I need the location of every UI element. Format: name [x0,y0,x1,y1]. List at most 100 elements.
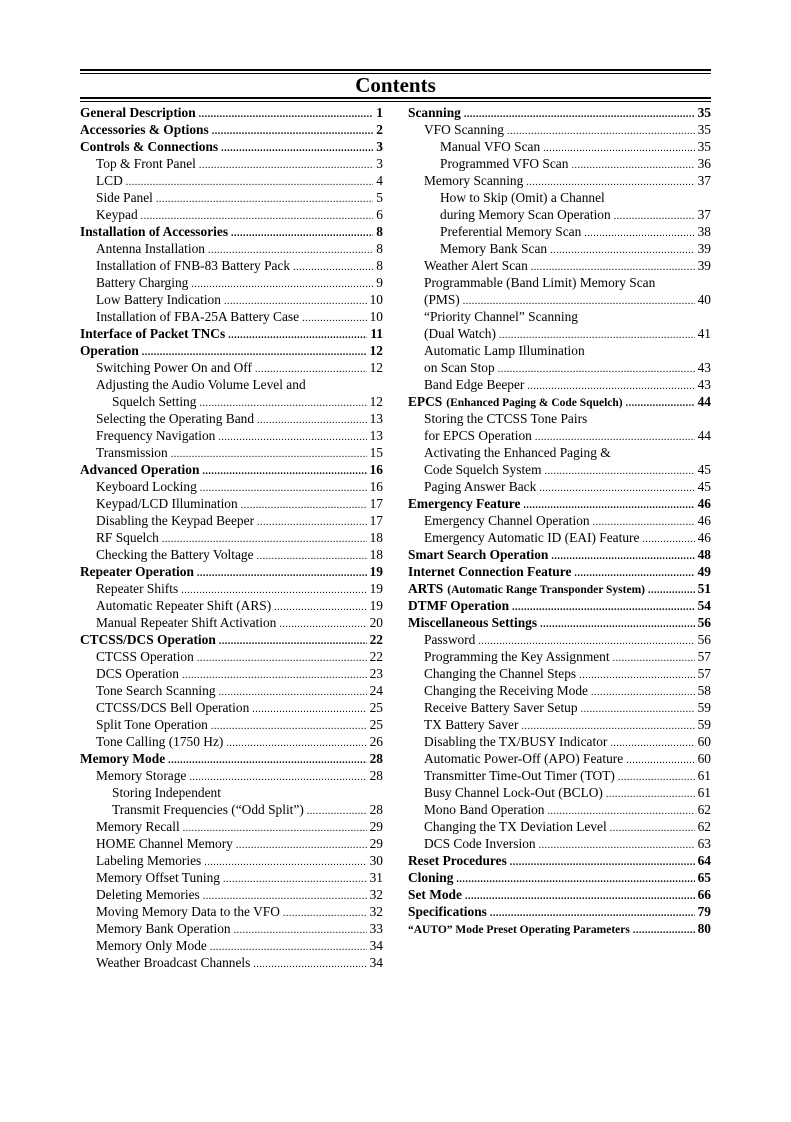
toc-subsection-entry[interactable]: Selecting the Operating Band 13 [80,410,383,427]
toc-subsection-entry[interactable]: Split Tone Operation 25 [80,716,383,733]
toc-subsection-entry[interactable]: Low Battery Indication 10 [80,291,383,308]
toc-subsection-entry[interactable]: Memory Bank Operation 33 [80,920,383,937]
toc-subsection-entry[interactable]: Changing the Receiving Mode 58 [408,682,711,699]
toc-section-entry[interactable]: Scanning 35 [408,104,711,121]
toc-subsection-entry[interactable]: Band Edge Beeper 43 [408,376,711,393]
toc-section-entry[interactable]: EPCS(Enhanced Paging & Code Squelch) 44 [408,393,711,410]
toc-section-entry[interactable]: Reset Procedures 64 [408,852,711,869]
toc-subsection-entry[interactable]: Memory Bank Scan 39 [408,240,711,257]
toc-subsection-entry[interactable]: Programmed VFO Scan 36 [408,155,711,172]
toc-subsection-entry[interactable]: Side Panel 5 [80,189,383,206]
toc-subsection-entry[interactable]: CTCSS/DCS Bell Operation 25 [80,699,383,716]
toc-subsection-entry[interactable]: Automatic Repeater Shift (ARS) 19 [80,597,383,614]
toc-section-entry[interactable]: General Description 1 [80,104,383,121]
toc-subsection-entry[interactable]: Keyboard Locking 16 [80,478,383,495]
toc-subsection-entry[interactable]: Code Squelch System 45 [408,461,711,478]
toc-section-entry[interactable]: “AUTO” Mode Preset Operating Parameters 8… [408,920,711,937]
toc-section-entry[interactable]: Advanced Operation 16 [80,461,383,478]
toc-subsection-entry[interactable]: Tone Calling (1750 Hz) 26 [80,733,383,750]
toc-subsection-entry[interactable]: Automatic Lamp Illumination [408,342,711,359]
toc-subsection-entry[interactable]: Memory Only Mode 34 [80,937,383,954]
toc-subsection-entry[interactable]: Manual Repeater Shift Activation 20 [80,614,383,631]
toc-subsection-entry[interactable]: Disabling the Keypad Beeper 17 [80,512,383,529]
toc-subsection-entry[interactable]: TX Battery Saver 59 [408,716,711,733]
toc-section-entry[interactable]: Accessories & Options 2 [80,121,383,138]
toc-subsection-entry[interactable]: Receive Battery Saver Setup 59 [408,699,711,716]
toc-section-entry[interactable]: CTCSS/DCS Operation 22 [80,631,383,648]
toc-subsection-entry[interactable]: DCS Code Inversion 63 [408,835,711,852]
toc-section-entry[interactable]: Operation 12 [80,342,383,359]
toc-subsection-entry[interactable]: Storing Independent [80,784,383,801]
toc-subsection-entry[interactable]: Transmitter Time-Out Timer (TOT) 61 [408,767,711,784]
toc-subsection-entry[interactable]: Transmit Frequencies (“Odd Split”) 28 [80,801,383,818]
toc-subsection-entry[interactable]: (PMS) 40 [408,291,711,308]
toc-section-entry[interactable]: DTMF Operation 54 [408,597,711,614]
toc-section-entry[interactable]: Emergency Feature 46 [408,495,711,512]
toc-subsection-entry[interactable]: Emergency Automatic ID (EAI) Feature 46 [408,529,711,546]
toc-subsection-entry[interactable]: Paging Answer Back 45 [408,478,711,495]
toc-subsection-entry[interactable]: Deleting Memories 32 [80,886,383,903]
toc-subsection-entry[interactable]: Tone Search Scanning 24 [80,682,383,699]
toc-section-entry[interactable]: Controls & Connections 3 [80,138,383,155]
toc-subsection-entry[interactable]: Memory Scanning 37 [408,172,711,189]
toc-subsection-entry[interactable]: “Priority Channel” Scanning [408,308,711,325]
toc-subsection-entry[interactable]: Busy Channel Lock-Out (BCLO) 61 [408,784,711,801]
toc-subsection-entry[interactable]: Automatic Power-Off (APO) Feature 60 [408,750,711,767]
toc-subsection-entry[interactable]: HOME Channel Memory 29 [80,835,383,852]
toc-subsection-entry[interactable]: Password 56 [408,631,711,648]
toc-subsection-entry[interactable]: Switching Power On and Off 12 [80,359,383,376]
toc-subsection-entry[interactable]: Programmable (Band Limit) Memory Scan [408,274,711,291]
toc-subsection-entry[interactable]: Activating the Enhanced Paging & [408,444,711,461]
toc-subsection-entry[interactable]: Antenna Installation 8 [80,240,383,257]
toc-section-entry[interactable]: Miscellaneous Settings 56 [408,614,711,631]
toc-section-entry[interactable]: Installation of Accessories 8 [80,223,383,240]
toc-subsection-entry[interactable]: Manual VFO Scan 35 [408,138,711,155]
toc-subsection-entry[interactable]: Labeling Memories 30 [80,852,383,869]
toc-subsection-entry[interactable]: Memory Offset Tuning 31 [80,869,383,886]
toc-section-entry[interactable]: Internet Connection Feature 49 [408,563,711,580]
toc-subsection-entry[interactable]: Frequency Navigation 13 [80,427,383,444]
toc-subsection-entry[interactable]: How to Skip (Omit) a Channel [408,189,711,206]
toc-subsection-entry[interactable]: Installation of FNB-83 Battery Pack 8 [80,257,383,274]
toc-section-entry[interactable]: Memory Mode 28 [80,750,383,767]
toc-subsection-entry[interactable]: Installation of FBA-25A Battery Case 10 [80,308,383,325]
toc-subsection-entry[interactable]: Preferential Memory Scan 38 [408,223,711,240]
toc-subsection-entry[interactable]: Weather Alert Scan 39 [408,257,711,274]
toc-subsection-entry[interactable]: RF Squelch 18 [80,529,383,546]
toc-subsection-entry[interactable]: Emergency Channel Operation 46 [408,512,711,529]
toc-section-entry[interactable]: ARTS (Automatic Range Transponder System)… [408,580,711,597]
toc-subsection-entry[interactable]: Programming the Key Assignment 57 [408,648,711,665]
toc-subsection-entry[interactable]: Keypad/LCD Illumination 17 [80,495,383,512]
toc-subsection-entry[interactable]: DCS Operation 23 [80,665,383,682]
toc-section-entry[interactable]: Specifications 79 [408,903,711,920]
toc-subsection-entry[interactable]: Top & Front Panel 3 [80,155,383,172]
toc-subsection-entry[interactable]: Repeater Shifts 19 [80,580,383,597]
toc-subsection-entry[interactable]: Disabling the TX/BUSY Indicator 60 [408,733,711,750]
toc-subsection-entry[interactable]: for EPCS Operation 44 [408,427,711,444]
toc-subsection-entry[interactable]: (Dual Watch) 41 [408,325,711,342]
toc-subsection-entry[interactable]: Weather Broadcast Channels 34 [80,954,383,971]
toc-subsection-entry[interactable]: Changing the TX Deviation Level 62 [408,818,711,835]
toc-section-entry[interactable]: Interface of Packet TNCs 11 [80,325,383,342]
toc-section-entry[interactable]: Repeater Operation 19 [80,563,383,580]
toc-subsection-entry[interactable]: VFO Scanning 35 [408,121,711,138]
toc-section-entry[interactable]: Cloning 65 [408,869,711,886]
toc-subsection-entry[interactable]: Squelch Setting 12 [80,393,383,410]
toc-subsection-entry[interactable]: Keypad 6 [80,206,383,223]
toc-subsection-entry[interactable]: Checking the Battery Voltage 18 [80,546,383,563]
toc-subsection-entry[interactable]: Adjusting the Audio Volume Level and [80,376,383,393]
toc-subsection-entry[interactable]: Changing the Channel Steps 57 [408,665,711,682]
toc-subsection-entry[interactable]: CTCSS Operation 22 [80,648,383,665]
toc-subsection-entry[interactable]: Memory Recall 29 [80,818,383,835]
toc-subsection-entry[interactable]: on Scan Stop 43 [408,359,711,376]
toc-section-entry[interactable]: Smart Search Operation 48 [408,546,711,563]
toc-subsection-entry[interactable]: Transmission 15 [80,444,383,461]
toc-section-entry[interactable]: Set Mode 66 [408,886,711,903]
toc-subsection-entry[interactable]: Storing the CTCSS Tone Pairs [408,410,711,427]
toc-subsection-entry[interactable]: LCD 4 [80,172,383,189]
toc-subsection-entry[interactable]: Memory Storage 28 [80,767,383,784]
toc-subsection-entry[interactable]: Moving Memory Data to the VFO 32 [80,903,383,920]
toc-subsection-entry[interactable]: Mono Band Operation 62 [408,801,711,818]
toc-subsection-entry[interactable]: during Memory Scan Operation 37 [408,206,711,223]
toc-subsection-entry[interactable]: Battery Charging 9 [80,274,383,291]
